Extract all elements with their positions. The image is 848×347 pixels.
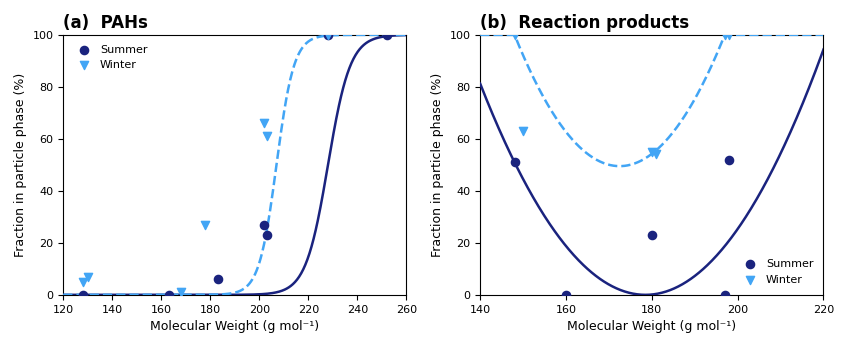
Winter bbox=[81, 274, 94, 279]
Summer bbox=[380, 32, 393, 37]
Winter bbox=[722, 32, 736, 37]
Legend: Summer, Winter: Summer, Winter bbox=[735, 255, 818, 289]
Summer bbox=[76, 292, 90, 298]
X-axis label: Molecular Weight (g mol⁻¹): Molecular Weight (g mol⁻¹) bbox=[150, 320, 320, 333]
X-axis label: Molecular Weight (g mol⁻¹): Molecular Weight (g mol⁻¹) bbox=[567, 320, 736, 333]
Winter bbox=[174, 289, 187, 295]
Legend: Summer, Winter: Summer, Winter bbox=[69, 40, 152, 75]
Summer bbox=[258, 222, 271, 227]
Text: (b)  Reaction products: (b) Reaction products bbox=[480, 14, 689, 32]
Summer bbox=[259, 232, 273, 238]
Y-axis label: Fraction in particle phase (%): Fraction in particle phase (%) bbox=[431, 73, 444, 257]
Summer bbox=[508, 160, 522, 165]
Summer bbox=[162, 292, 176, 298]
Winter bbox=[645, 149, 659, 155]
Summer bbox=[321, 32, 335, 37]
Winter bbox=[258, 120, 271, 126]
Text: (a)  PAHs: (a) PAHs bbox=[63, 14, 148, 32]
Winter bbox=[718, 32, 732, 37]
Summer bbox=[718, 292, 732, 298]
Summer bbox=[722, 157, 736, 162]
Summer bbox=[559, 292, 572, 298]
Winter bbox=[508, 32, 522, 37]
Winter bbox=[76, 279, 90, 285]
Winter bbox=[321, 32, 335, 37]
Winter bbox=[198, 222, 212, 227]
Y-axis label: Fraction in particle phase (%): Fraction in particle phase (%) bbox=[14, 73, 27, 257]
Winter bbox=[259, 134, 273, 139]
Summer bbox=[211, 277, 225, 282]
Summer bbox=[645, 232, 659, 238]
Winter bbox=[650, 152, 663, 157]
Winter bbox=[516, 128, 530, 134]
